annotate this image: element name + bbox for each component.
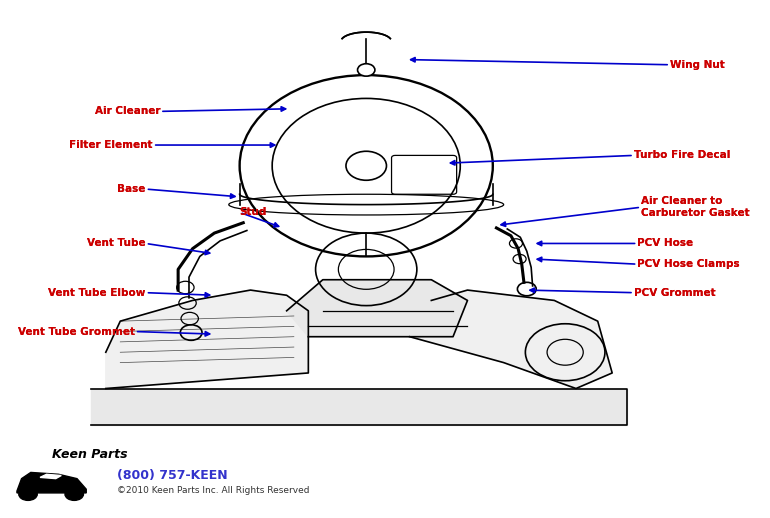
- Text: Keen Parts: Keen Parts: [52, 449, 127, 462]
- Polygon shape: [286, 280, 467, 337]
- Polygon shape: [40, 474, 62, 479]
- Text: Wing Nut: Wing Nut: [670, 60, 725, 70]
- Text: (800) 757-KEEN: (800) 757-KEEN: [116, 469, 227, 482]
- Circle shape: [357, 64, 375, 76]
- Text: PCV Hose Clamps: PCV Hose Clamps: [638, 259, 740, 269]
- Text: Vent Tube Grommet: Vent Tube Grommet: [18, 326, 135, 337]
- Text: PCV Hose: PCV Hose: [638, 238, 694, 249]
- Text: Base: Base: [117, 184, 146, 194]
- Text: Air Cleaner: Air Cleaner: [95, 106, 160, 117]
- Text: PCV Grommet: PCV Grommet: [634, 287, 715, 298]
- Text: Wing Nut: Wing Nut: [670, 60, 725, 70]
- Text: PCV Grommet: PCV Grommet: [634, 287, 715, 298]
- Polygon shape: [105, 290, 308, 388]
- Text: Vent Tube: Vent Tube: [87, 238, 146, 249]
- Circle shape: [18, 488, 37, 500]
- Text: Vent Tube Elbow: Vent Tube Elbow: [49, 287, 146, 298]
- Text: Air Cleaner to
Carburetor Gasket: Air Cleaner to Carburetor Gasket: [641, 196, 750, 219]
- Circle shape: [65, 488, 83, 500]
- Text: Turbo Fire Decal: Turbo Fire Decal: [634, 150, 730, 161]
- Text: PCV Hose Clamps: PCV Hose Clamps: [638, 259, 740, 269]
- Text: Filter Element: Filter Element: [69, 140, 152, 150]
- Text: Air Cleaner to
Carburetor Gasket: Air Cleaner to Carburetor Gasket: [641, 196, 750, 219]
- Polygon shape: [17, 472, 86, 493]
- Text: Stud: Stud: [239, 207, 267, 218]
- Text: Vent Tube: Vent Tube: [87, 238, 146, 249]
- Text: Filter Element: Filter Element: [69, 140, 152, 150]
- Text: Vent Tube Grommet: Vent Tube Grommet: [18, 326, 135, 337]
- Text: Vent Tube Elbow: Vent Tube Elbow: [49, 287, 146, 298]
- Text: Base: Base: [117, 184, 146, 194]
- Text: Turbo Fire Decal: Turbo Fire Decal: [634, 150, 730, 161]
- Polygon shape: [410, 290, 612, 388]
- Polygon shape: [92, 388, 627, 425]
- Text: Stud: Stud: [239, 207, 267, 218]
- Text: PCV Hose: PCV Hose: [638, 238, 694, 249]
- Text: Air Cleaner: Air Cleaner: [95, 106, 160, 117]
- Text: ©2010 Keen Parts Inc. All Rights Reserved: ©2010 Keen Parts Inc. All Rights Reserve…: [116, 486, 309, 495]
